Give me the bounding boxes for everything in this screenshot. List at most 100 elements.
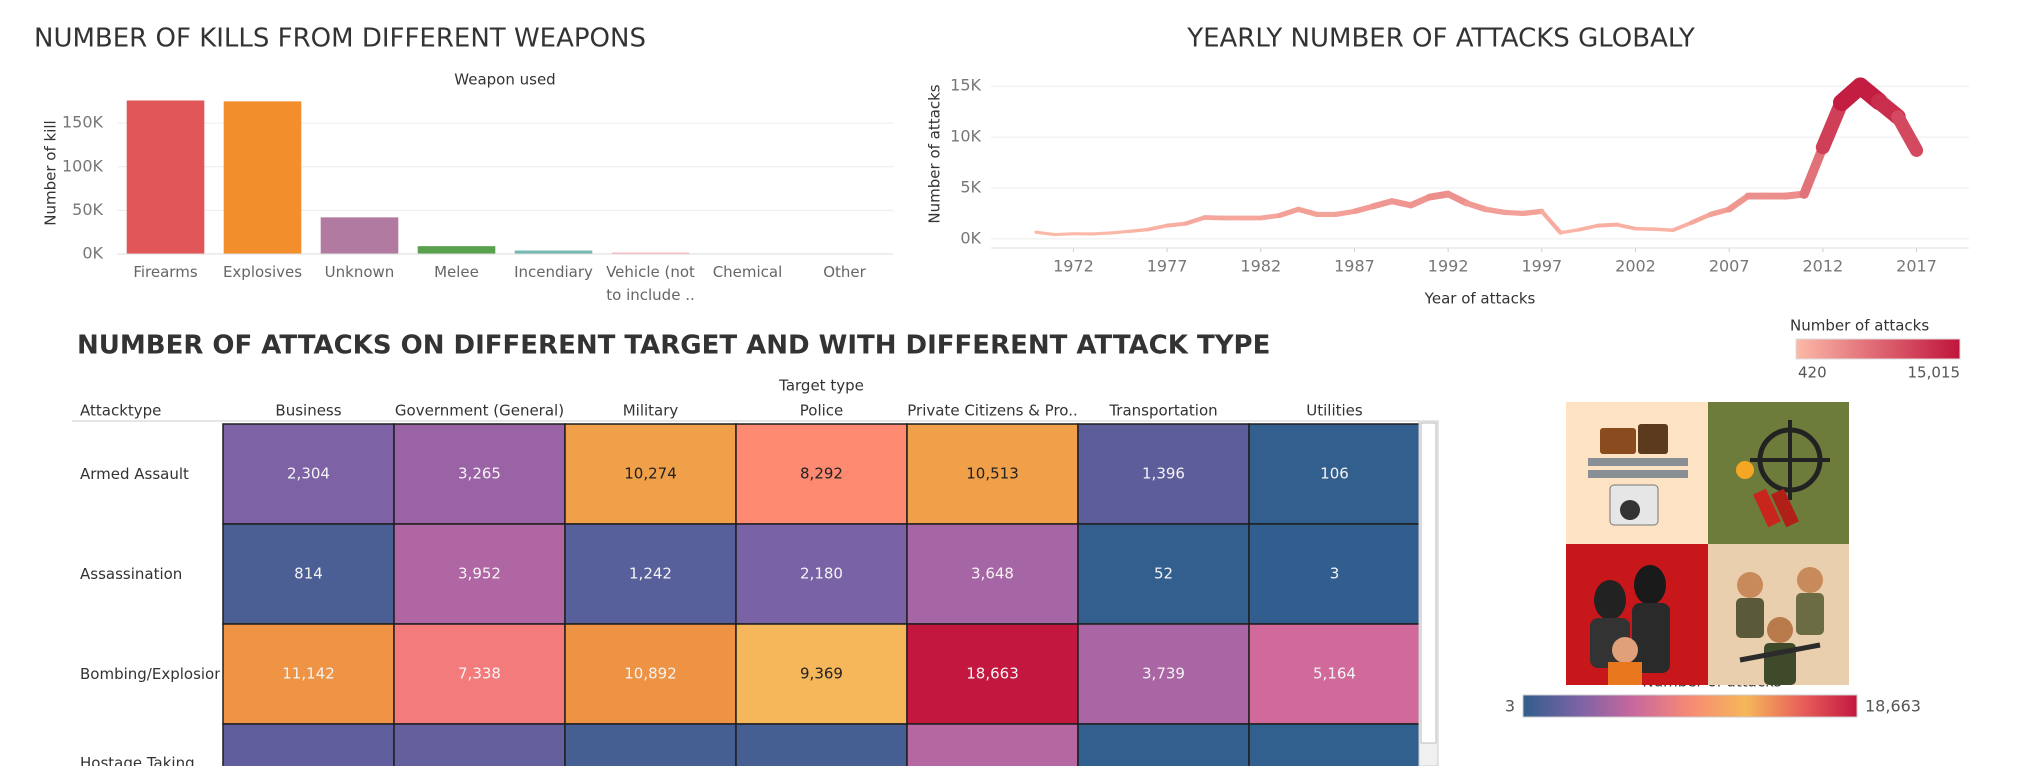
cell-label: 78 (1154, 765, 1173, 766)
x-tick-label: Vehicle (not to include .. (606, 263, 695, 304)
y-tick-label: 0K (960, 228, 981, 247)
line-segment (1482, 206, 1508, 216)
x-tick-label: 2007 (1709, 257, 1750, 276)
row-label-box: Assassination (80, 565, 183, 583)
cell-label: 106 (1320, 465, 1349, 483)
heat-cell (1077, 723, 1250, 766)
heat-cell (222, 723, 395, 766)
x-tick-label: 1987 (1334, 257, 1375, 276)
heat-cell (1077, 523, 1250, 625)
line-segment (1053, 232, 1075, 237)
x-tick-label: 2012 (1803, 257, 1844, 276)
cell-label: 11,142 (282, 665, 335, 683)
row-label: Bombing/Explosion (80, 665, 220, 683)
legend-max: 18,663 (1865, 697, 1921, 716)
line-segment (1689, 212, 1713, 225)
legend-title: Number of attacks (1790, 317, 1929, 335)
line-segment (1652, 227, 1675, 232)
icon (1737, 572, 1763, 598)
legend-max: 15,015 (1908, 364, 1961, 382)
x-tick-label-box: Unknown (325, 263, 395, 281)
line-segment (1258, 213, 1282, 221)
icon (1608, 662, 1642, 685)
cell-label: 3,739 (1142, 665, 1185, 683)
x-axis-title: Year of attacks (1424, 290, 1536, 308)
cell-label: 706 (636, 765, 665, 766)
icon (1588, 470, 1688, 478)
scrollbar-thumb[interactable] (1420, 422, 1437, 744)
line-segment (1501, 209, 1526, 217)
heat-cell (906, 423, 1079, 525)
column-label: Police (800, 402, 844, 420)
row-label-box: Hostage Taking (Kidnapping) (80, 754, 195, 766)
cell-label: 26 (1325, 765, 1344, 766)
chart-title: NUMBER OF ATTACKS ON DIFFERENT TARGET AN… (77, 331, 1270, 361)
bar (514, 250, 593, 254)
icon (1588, 458, 1688, 466)
column-label: Military (623, 402, 679, 420)
x-axis-title: Weapon used (454, 71, 555, 89)
cell-label: 1,544 (458, 765, 501, 766)
line-segment (1520, 208, 1545, 217)
cell-label: 1,406 (287, 765, 330, 766)
icon (1600, 428, 1636, 454)
x-tick-label-box: Firearms (133, 263, 197, 281)
line-segment (1109, 229, 1132, 235)
line-segment (1351, 203, 1377, 215)
row-label: Assassination (80, 565, 183, 583)
x-tick-label: 1972 (1053, 257, 1094, 276)
cell-label: 7,338 (458, 665, 501, 683)
row-label-box: Armed Assault (80, 465, 189, 483)
heat-cell (564, 623, 737, 725)
x-tick-label: Incendiary (514, 263, 593, 281)
line-segment (1577, 223, 1600, 232)
cell-label: 708 (807, 765, 836, 766)
cell-label: 2,180 (800, 565, 843, 583)
cell-label: 3,265 (458, 465, 501, 483)
x-tick-label: 1977 (1147, 257, 1188, 276)
y-tick-label: 150K (62, 113, 104, 132)
cell-label: 18,663 (966, 665, 1019, 683)
icon (1796, 593, 1824, 635)
line-segment (1090, 231, 1113, 236)
line-segment (1726, 193, 1752, 213)
x-tick-label: 2017 (1896, 257, 1937, 276)
bar (126, 100, 205, 254)
cell-label: 3,952 (458, 565, 501, 583)
cell-label: 4,167 (971, 765, 1014, 766)
cell-label: 52 (1154, 565, 1173, 583)
y-axis-title: Number of kill (42, 120, 60, 225)
heat-cell (1077, 423, 1250, 525)
line-segment (1127, 227, 1151, 234)
icon (1767, 617, 1793, 643)
heat-cell (1248, 723, 1421, 766)
row-axis-title: Attacktype (80, 402, 161, 420)
x-tick-label-box: Chemical (713, 263, 783, 281)
line-segment (1707, 206, 1732, 218)
y-tick-label: 0K (82, 244, 103, 263)
row-label: Hostage Taking (Kidnapping) (80, 754, 195, 766)
heat-cell (906, 623, 1079, 725)
line-segment (1146, 223, 1169, 232)
heat-cell (393, 623, 566, 725)
heat-cell (735, 723, 908, 766)
heat-cell (222, 623, 395, 725)
icon (1736, 598, 1764, 638)
y-tick-label: 15K (950, 76, 981, 95)
bar (611, 252, 690, 254)
cell-label: 3,648 (971, 565, 1014, 583)
line-segment (1444, 190, 1471, 207)
line-segment (1183, 215, 1207, 226)
cell-label: 5,164 (1313, 665, 1356, 683)
x-tick-label: 1997 (1521, 257, 1562, 276)
x-tick-label-box: Incendiary (514, 263, 593, 281)
legend-gradient (1795, 338, 1961, 360)
heat-cell (735, 623, 908, 725)
x-tick-label-box: Other (823, 263, 866, 281)
cell-label: 3 (1330, 565, 1340, 583)
bar (320, 217, 399, 254)
cell-label: 8,292 (800, 465, 843, 483)
row-label-box: Bombing/Explosion (80, 665, 220, 683)
